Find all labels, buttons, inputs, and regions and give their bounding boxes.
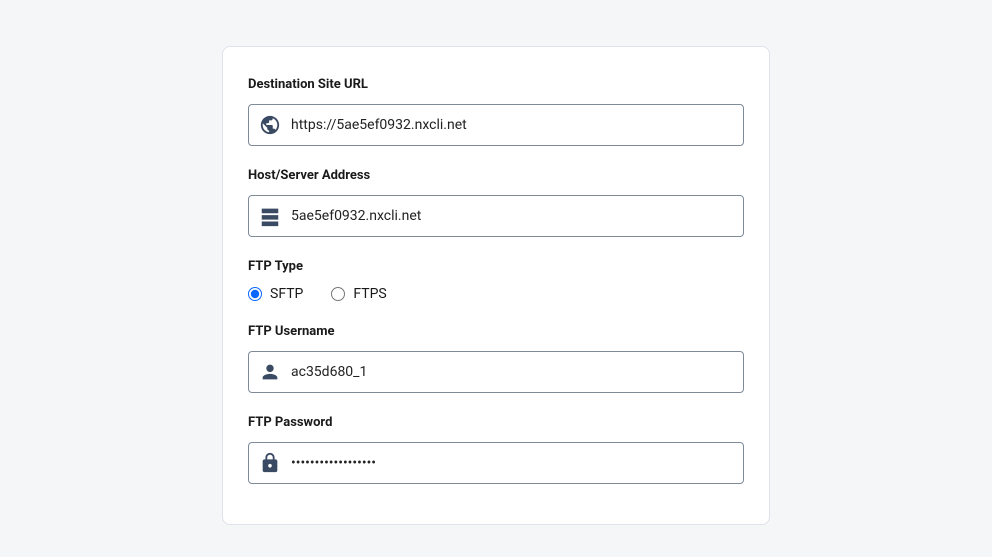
person-icon: [259, 361, 281, 383]
password-label: FTP Password: [248, 415, 744, 430]
ftp-type-ftps-label[interactable]: FTPS: [353, 286, 386, 302]
destination-url-input-wrap: [248, 104, 744, 146]
host-group: Host/Server Address: [248, 168, 744, 237]
username-label: FTP Username: [248, 324, 744, 339]
ftp-type-group: FTP Type SFTP FTPS: [248, 259, 744, 302]
ftp-type-sftp-label[interactable]: SFTP: [270, 286, 303, 302]
ftp-type-sftp-radio[interactable]: [248, 287, 262, 301]
destination-url-label: Destination Site URL: [248, 77, 744, 92]
server-icon: [259, 205, 281, 227]
ftp-type-label: FTP Type: [248, 259, 744, 274]
destination-url-group: Destination Site URL: [248, 77, 744, 146]
ftp-type-sftp-item: SFTP: [248, 286, 303, 302]
host-input[interactable]: [291, 208, 733, 224]
password-input[interactable]: [291, 455, 733, 471]
lock-icon: [259, 452, 281, 474]
ftp-type-radio-row: SFTP FTPS: [248, 286, 744, 302]
password-input-wrap: [248, 442, 744, 484]
ftp-type-ftps-radio[interactable]: [331, 287, 345, 301]
ftp-type-ftps-item: FTPS: [331, 286, 386, 302]
username-group: FTP Username: [248, 324, 744, 393]
globe-icon: [259, 114, 281, 136]
host-label: Host/Server Address: [248, 168, 744, 183]
host-input-wrap: [248, 195, 744, 237]
username-input[interactable]: [291, 364, 733, 380]
ftp-settings-card: Destination Site URL Host/Server Address…: [222, 46, 770, 525]
destination-url-input[interactable]: [291, 117, 733, 133]
password-group: FTP Password: [248, 415, 744, 484]
username-input-wrap: [248, 351, 744, 393]
